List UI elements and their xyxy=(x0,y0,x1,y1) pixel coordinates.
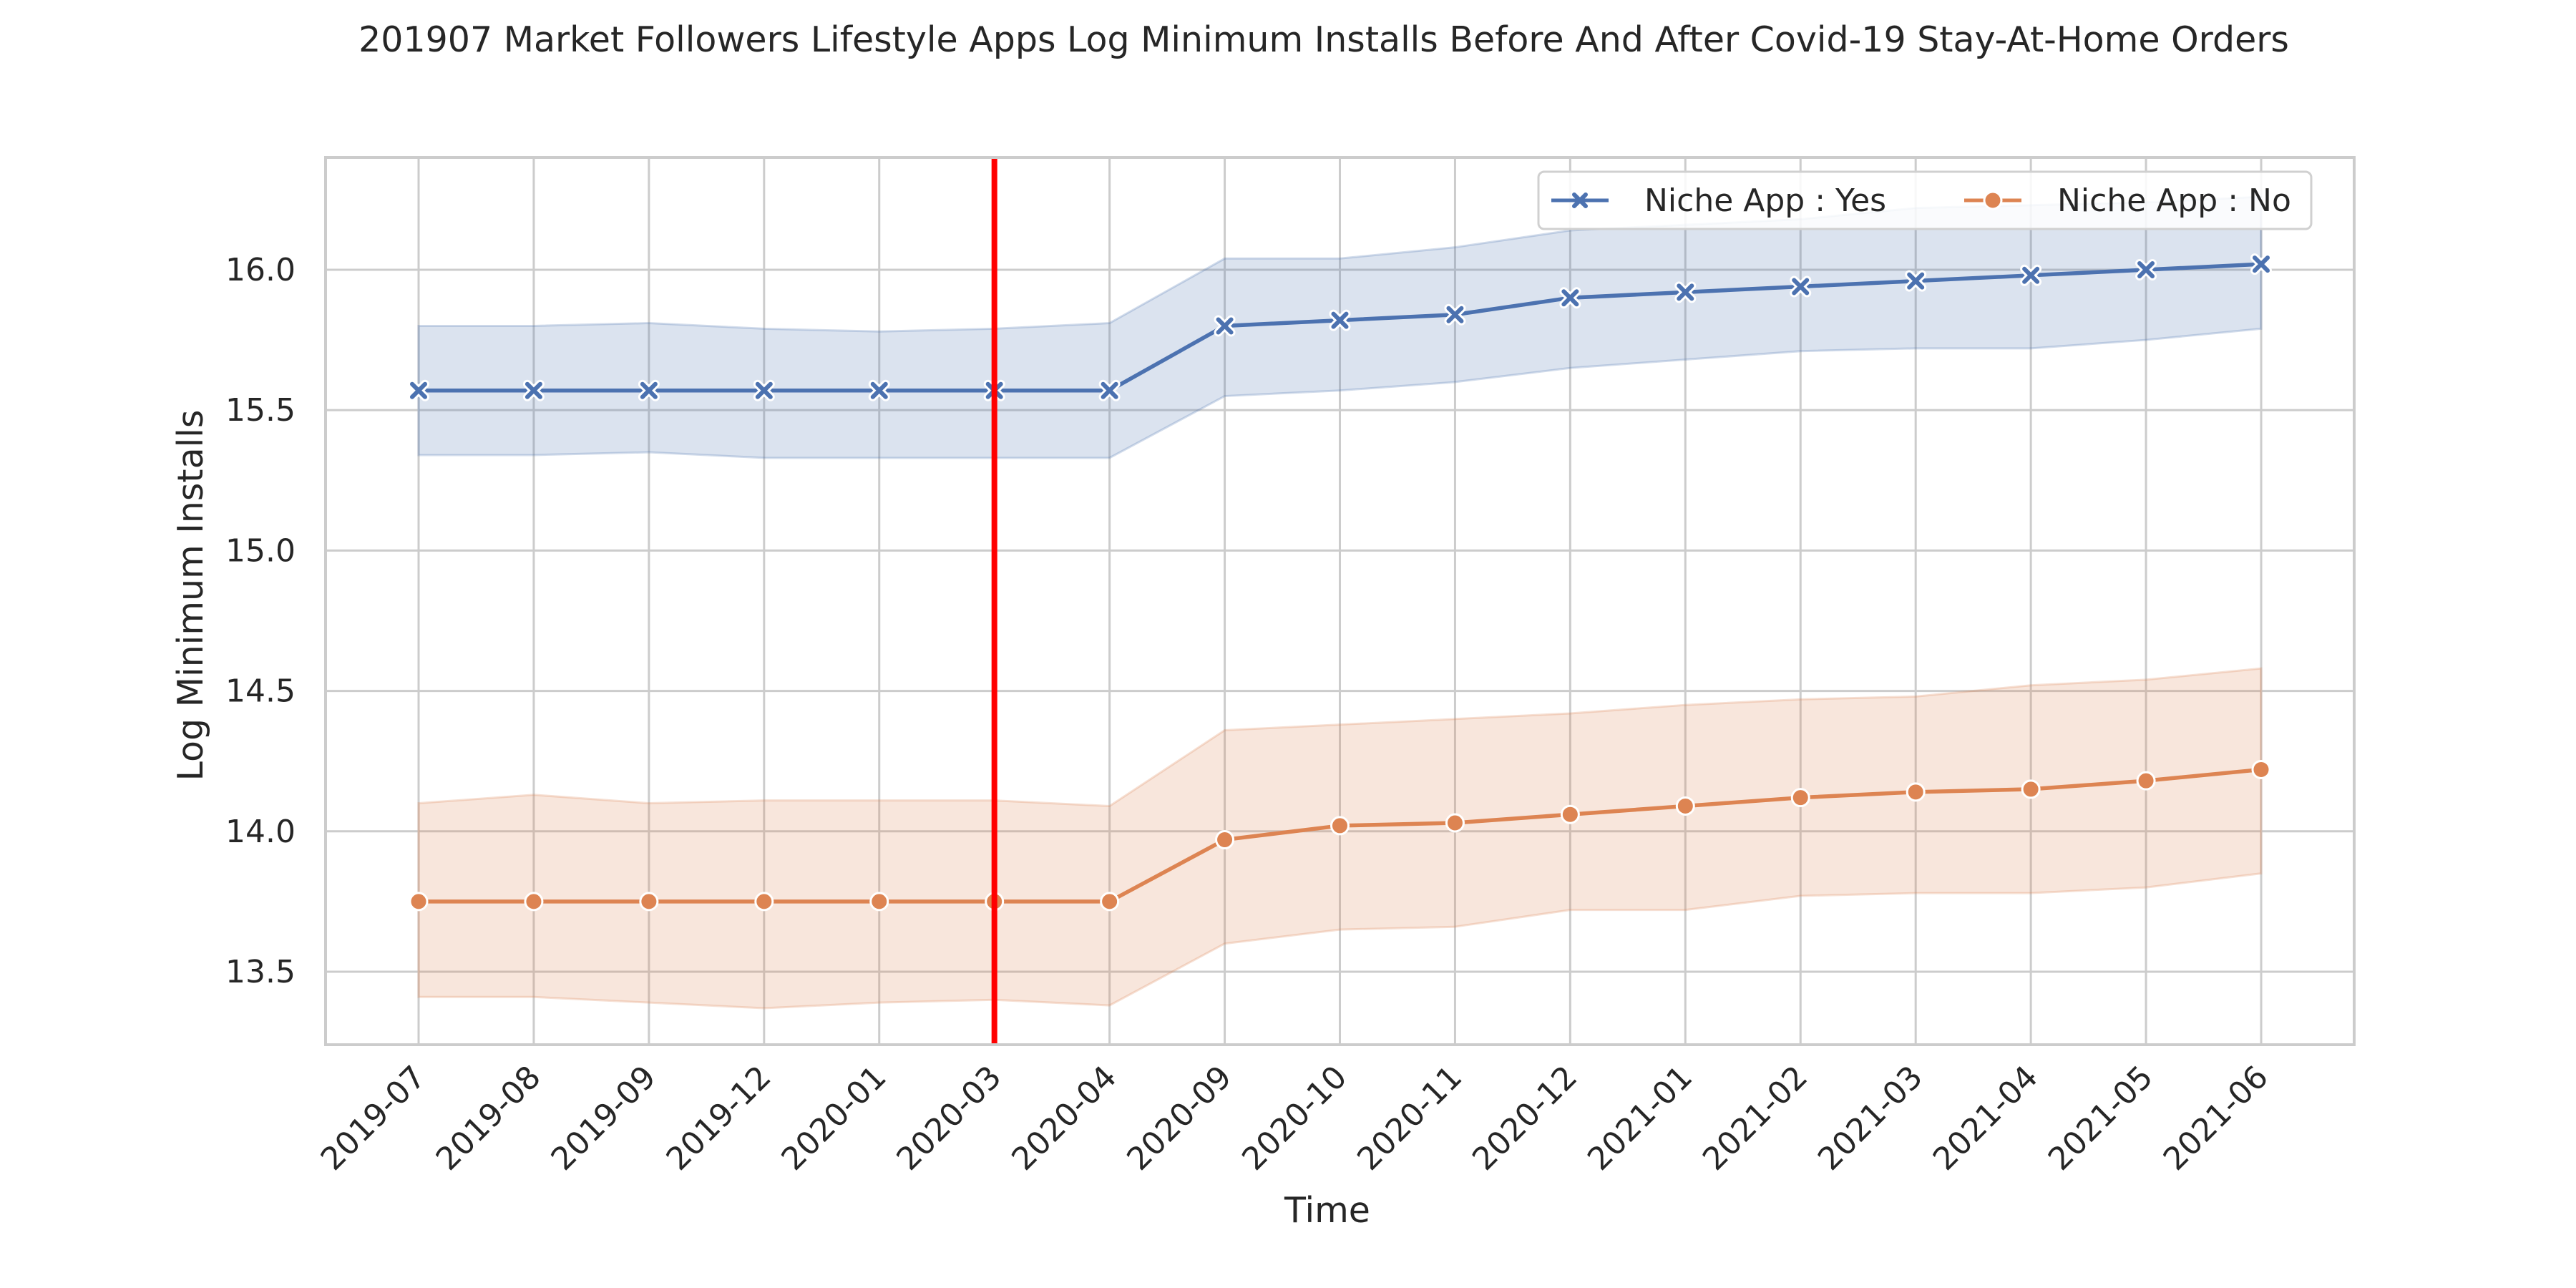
data-point-niche-app-yes-2020-04 xyxy=(1098,379,1121,401)
data-point-niche-app-no-2021-02 xyxy=(1790,788,1810,808)
x-marker-stroke xyxy=(1446,306,1464,323)
x-marker-stroke xyxy=(1561,289,1579,307)
data-point-niche-app-no-2021-05 xyxy=(2136,771,2156,791)
data-point-niche-app-yes-2019-07 xyxy=(408,379,429,401)
data-point-niche-app-no-2019-07 xyxy=(409,892,429,912)
confidence-band-niche-app-no xyxy=(417,667,2263,1010)
data-point-niche-app-yes-2020-12 xyxy=(1559,287,1581,309)
data-point-niche-app-yes-2021-04 xyxy=(2020,264,2042,286)
data-point-niche-app-no-2021-04 xyxy=(2021,779,2041,799)
data-point-niche-app-yes-2019-09 xyxy=(638,379,660,401)
data-point-niche-app-yes-2019-12 xyxy=(753,379,775,401)
y-tick-labels: 13.5 14.0 14.5 15.0 15.5 16.0 xyxy=(225,252,296,990)
data-point-niche-app-no-2020-04 xyxy=(1100,892,1120,912)
data-point-niche-app-yes-2021-03 xyxy=(1905,270,1927,292)
legend-label-niche-yes: Niche App : Yes xyxy=(1644,182,1886,219)
data-point-niche-app-yes-2021-02 xyxy=(1790,275,1812,298)
data-point-niche-app-no-2020-10 xyxy=(1330,816,1350,836)
x-marker-stroke xyxy=(870,381,888,399)
x-marker-stroke xyxy=(1792,278,1810,296)
legend-label-niche-no: Niche App : No xyxy=(2057,182,2291,219)
data-point-niche-app-yes-2020-10 xyxy=(1329,309,1351,331)
legend: Niche App : Yes Niche App : No xyxy=(1537,170,2313,230)
x-marker-stroke xyxy=(2253,255,2270,273)
x-marker-stroke xyxy=(2022,266,2040,284)
x-marker-stroke xyxy=(525,381,542,399)
x-marker-stroke xyxy=(1216,317,1234,335)
x-marker-stroke xyxy=(1331,311,1349,329)
chart-title: 201907 Market Followers Lifestyle Apps L… xyxy=(358,19,2289,60)
y-axis-label: Log Minimum Installs xyxy=(170,410,211,781)
legend-x-marker-niche-yes xyxy=(1572,192,1588,208)
data-point-niche-app-yes-2021-05 xyxy=(2135,258,2157,280)
x-axis-label: Time xyxy=(1284,1190,1370,1231)
data-point-niche-app-no-2019-09 xyxy=(639,892,659,912)
data-point-niche-app-no-2019-12 xyxy=(754,892,774,912)
y-tick-label-14.5: 14.5 xyxy=(225,673,296,710)
data-point-niche-app-yes-2021-01 xyxy=(1674,281,1697,303)
data-point-niche-app-yes-2019-08 xyxy=(522,379,545,401)
data-point-niche-app-no-2021-03 xyxy=(1906,782,1926,802)
series-markers xyxy=(408,253,2272,912)
y-tick-label-15.0: 15.0 xyxy=(225,532,296,569)
data-point-niche-app-no-2021-01 xyxy=(1675,796,1695,816)
data-point-niche-app-no-2019-08 xyxy=(524,892,544,912)
data-point-niche-app-no-2021-06 xyxy=(2251,759,2271,779)
data-point-niche-app-yes-2020-01 xyxy=(868,379,890,401)
y-tick-label-13.5: 13.5 xyxy=(225,954,296,990)
y-tick-label-15.5: 15.5 xyxy=(225,392,296,429)
data-point-niche-app-yes-2020-09 xyxy=(1214,315,1236,337)
data-point-niche-app-no-2020-09 xyxy=(1215,830,1235,850)
x-marker-stroke xyxy=(640,381,658,399)
data-point-niche-app-yes-2021-06 xyxy=(2250,253,2272,275)
y-tick-label-14.0: 14.0 xyxy=(225,814,296,850)
x-marker-stroke xyxy=(2137,260,2155,278)
x-marker-stroke xyxy=(1677,283,1694,301)
x-marker-stroke xyxy=(1907,272,1925,290)
legend-frame xyxy=(1537,170,2313,230)
plot-frame xyxy=(324,156,2356,1046)
x-marker-stroke xyxy=(410,381,427,399)
grid-lines xyxy=(326,157,2354,1045)
data-point-niche-app-no-2020-11 xyxy=(1445,813,1465,833)
data-point-niche-app-no-2020-01 xyxy=(869,892,889,912)
y-tick-label-16.0: 16.0 xyxy=(225,252,296,288)
data-point-niche-app-yes-2020-11 xyxy=(1444,303,1466,326)
legend-circle-marker-niche-no xyxy=(1983,190,2003,210)
x-marker-stroke xyxy=(1101,381,1118,399)
x-marker-stroke xyxy=(755,381,773,399)
data-point-niche-app-no-2020-12 xyxy=(1560,804,1580,824)
